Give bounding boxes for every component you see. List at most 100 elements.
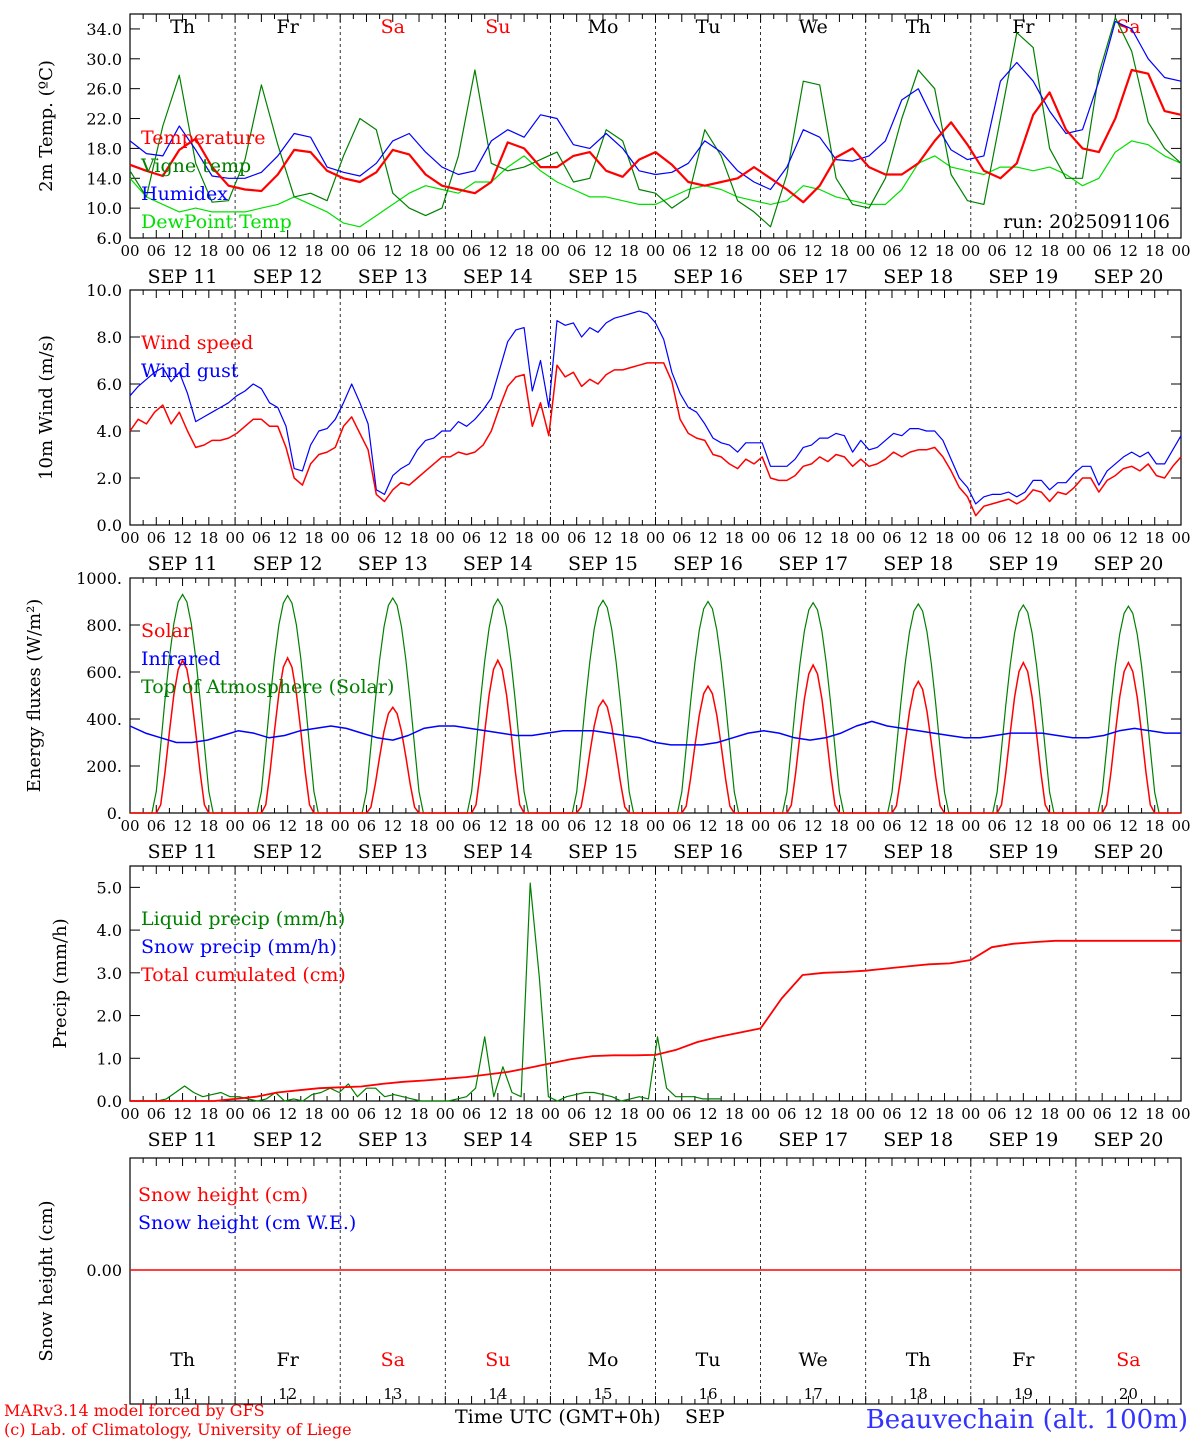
day-name-label: Fr bbox=[1012, 16, 1035, 38]
x-hour-label: 06 bbox=[672, 1105, 691, 1123]
x-date-label: SEP 18 bbox=[883, 1129, 953, 1151]
x-hour-label: 12 bbox=[1119, 817, 1138, 835]
panel-2: 0.0 2.0 4.0 6.0 8.0 10.0 10m Wind (m/s) Wind sp… bbox=[36, 281, 1191, 575]
x-hour-label: 12 bbox=[699, 1105, 718, 1123]
x-hour-label: 06 bbox=[1093, 242, 1112, 260]
x-hour-label: 00 bbox=[961, 242, 980, 260]
x-hour-label: 18 bbox=[830, 1105, 849, 1123]
legend-entry: Infrared bbox=[141, 648, 221, 670]
x-hour-label: 12 bbox=[804, 242, 823, 260]
legend-entry: Solar bbox=[141, 620, 193, 642]
x-hour-label: 06 bbox=[882, 1105, 901, 1123]
x-day-number: 16 bbox=[699, 1385, 718, 1403]
x-hour-label: 00 bbox=[961, 529, 980, 547]
x-date-label: SEP 14 bbox=[463, 1129, 533, 1151]
x-hour-label: 12 bbox=[909, 242, 928, 260]
x-hour-label: 12 bbox=[488, 1105, 507, 1123]
x-hour-label: 06 bbox=[147, 529, 166, 547]
x-hour-label: 00 bbox=[226, 817, 245, 835]
x-date-label: SEP 19 bbox=[988, 1129, 1058, 1151]
x-date-label: SEP 13 bbox=[358, 553, 428, 575]
day-name-label: Fr bbox=[1012, 1349, 1035, 1371]
x-hour-label: 00 bbox=[331, 529, 350, 547]
x-day-number: 11 bbox=[173, 1385, 192, 1403]
x-date-label: SEP 14 bbox=[463, 266, 533, 288]
x-date-label: SEP 20 bbox=[1094, 841, 1164, 863]
x-date-label: SEP 14 bbox=[463, 841, 533, 863]
x-hour-label: 12 bbox=[1014, 817, 1033, 835]
x-date-label: SEP 11 bbox=[148, 266, 218, 288]
x-hour-label: 06 bbox=[988, 529, 1007, 547]
x-date-label: SEP 19 bbox=[988, 553, 1058, 575]
x-hour-label: 18 bbox=[409, 242, 428, 260]
x-hour-label: 00 bbox=[856, 1105, 875, 1123]
x-date-label: SEP 19 bbox=[988, 266, 1058, 288]
series-temperature bbox=[129, 68, 1182, 204]
x-hour-label: 06 bbox=[1093, 529, 1112, 547]
x-hour-label: 18 bbox=[515, 817, 534, 835]
x-axis-month: SEP bbox=[685, 1406, 725, 1428]
day-name-label: Mo bbox=[587, 16, 618, 38]
y-tick-label: 800. bbox=[86, 616, 122, 635]
day-name-label: Tu bbox=[696, 16, 721, 38]
x-hour-label: 18 bbox=[199, 242, 218, 260]
x-hour-label: 18 bbox=[515, 242, 534, 260]
y-tick-label: 5.0 bbox=[97, 878, 122, 897]
x-hour-label: 00 bbox=[1171, 1105, 1190, 1123]
x-hour-label: 00 bbox=[1066, 1105, 1085, 1123]
x-hour-label: 12 bbox=[699, 529, 718, 547]
x-hour-label: 06 bbox=[672, 529, 691, 547]
x-hour-label: 06 bbox=[357, 817, 376, 835]
y-axis-title: 2m Temp. (ºC) bbox=[36, 60, 57, 192]
x-date-label: SEP 12 bbox=[253, 553, 323, 575]
x-hour-label: 12 bbox=[1119, 529, 1138, 547]
x-hour-label: 00 bbox=[541, 529, 560, 547]
x-hour-label: 06 bbox=[147, 1105, 166, 1123]
x-day-number: 15 bbox=[593, 1385, 612, 1403]
run-annotation: run: 2025091106 bbox=[1003, 211, 1170, 233]
x-hour-label: 00 bbox=[646, 529, 665, 547]
x-date-label: SEP 16 bbox=[673, 266, 743, 288]
x-hour-label: 12 bbox=[278, 817, 297, 835]
x-hour-label: 00 bbox=[1171, 242, 1190, 260]
day-name-label: Th bbox=[906, 16, 931, 38]
panel-5: 0.00 Snow height (cm) Snow height (cm) Snow… bbox=[36, 1157, 1182, 1405]
x-hour-label: 06 bbox=[357, 1105, 376, 1123]
x-hour-label: 00 bbox=[120, 529, 139, 547]
x-date-label: SEP 13 bbox=[358, 266, 428, 288]
y-tick-label: 10.0 bbox=[86, 281, 122, 300]
legend-entry: Top of Atmosphere (Solar) bbox=[141, 676, 394, 698]
x-hour-label: 06 bbox=[672, 817, 691, 835]
x-hour-label: 06 bbox=[462, 529, 481, 547]
x-hour-label: 18 bbox=[199, 817, 218, 835]
x-hour-label: 06 bbox=[357, 529, 376, 547]
x-hour-label: 12 bbox=[383, 1105, 402, 1123]
x-hour-label: 00 bbox=[436, 242, 455, 260]
y-tick-label: 14.0 bbox=[86, 169, 122, 188]
x-hour-label: 18 bbox=[830, 242, 849, 260]
y-tick-label: 2.0 bbox=[97, 1007, 122, 1026]
x-hour-label: 06 bbox=[777, 242, 796, 260]
x-date-label: SEP 15 bbox=[568, 266, 638, 288]
y-axis-title: Energy fluxes (W/m²) bbox=[24, 599, 45, 793]
x-hour-label: 00 bbox=[226, 529, 245, 547]
x-hour-label: 00 bbox=[856, 529, 875, 547]
x-hour-label: 18 bbox=[725, 817, 744, 835]
x-hour-label: 12 bbox=[278, 242, 297, 260]
x-hour-label: 18 bbox=[1145, 529, 1164, 547]
x-date-label: SEP 12 bbox=[253, 841, 323, 863]
x-hour-label: 12 bbox=[173, 529, 192, 547]
x-hour-label: 06 bbox=[777, 1105, 796, 1123]
x-hour-label: 12 bbox=[909, 817, 928, 835]
x-hour-label: 12 bbox=[1014, 242, 1033, 260]
x-hour-label: 12 bbox=[593, 817, 612, 835]
y-tick-label: 34.0 bbox=[86, 20, 122, 39]
day-name-label: Mo bbox=[587, 1349, 618, 1371]
x-hour-label: 00 bbox=[856, 817, 875, 835]
y-tick-label: 4.0 bbox=[97, 921, 122, 940]
y-axis-title: 10m Wind (m/s) bbox=[36, 335, 57, 480]
x-hour-label: 06 bbox=[777, 529, 796, 547]
x-date-label: SEP 18 bbox=[883, 841, 953, 863]
x-hour-label: 18 bbox=[409, 1105, 428, 1123]
